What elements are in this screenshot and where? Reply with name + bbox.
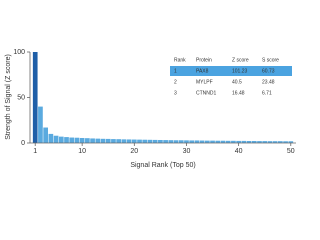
bar (69, 137, 75, 143)
bar (43, 127, 48, 143)
bar (90, 138, 95, 143)
chart: Strength of Signal (Z score) Signal Rank… (5, 49, 296, 169)
bar (121, 139, 127, 143)
table-header: S score (262, 57, 279, 63)
x-tick-label: 20 (130, 148, 138, 155)
y-tick-label: 50 (17, 94, 25, 101)
x-tick-label: 50 (287, 148, 295, 155)
bar (168, 140, 174, 143)
bar (257, 141, 262, 143)
bar (204, 140, 210, 143)
bar (194, 140, 200, 143)
bar (126, 139, 132, 143)
y-tick-label: 100 (13, 49, 25, 56)
table: Rank Protein Z score S score 1 PAX8 101.23 60.7… (170, 52, 292, 99)
bar (246, 140, 252, 143)
bar (267, 141, 273, 143)
bar (131, 139, 137, 143)
bar (225, 140, 231, 143)
table-cell: 6.71 (262, 90, 272, 96)
bar (178, 140, 184, 143)
table-header: Z score (232, 57, 249, 63)
bar (236, 140, 241, 143)
bar (100, 138, 106, 143)
table-cell: 101.23 (232, 68, 248, 74)
bar (74, 137, 80, 143)
bar (137, 139, 142, 143)
bar (163, 140, 168, 143)
bar (278, 141, 283, 143)
bar (283, 141, 288, 143)
bar (32, 52, 38, 143)
bar (142, 139, 148, 143)
bar (158, 139, 163, 143)
bar (262, 141, 268, 143)
bar (189, 140, 195, 143)
table-cell: PAX8 (196, 68, 209, 74)
table-cell: 3 (174, 90, 177, 96)
bar (241, 140, 247, 143)
y-axis-label: Strength of Signal (Z score) (5, 54, 12, 140)
bar (64, 137, 69, 143)
bar (53, 135, 59, 143)
table-cell: CTNND1 (196, 90, 216, 96)
bar (38, 106, 43, 143)
bar (215, 140, 221, 143)
bar (231, 140, 236, 143)
bar (173, 140, 179, 143)
x-tick-label: 40 (235, 148, 243, 155)
bar (85, 138, 90, 143)
table-header: Protein (196, 57, 212, 63)
bar (95, 138, 101, 143)
bar (251, 140, 257, 143)
bar (58, 136, 64, 143)
highlight-row (170, 66, 292, 76)
bar (220, 140, 226, 143)
table-cell: 16.48 (232, 90, 245, 96)
x-tick-label: 10 (78, 148, 86, 155)
table-cell: 2 (174, 79, 177, 85)
bar (210, 140, 215, 143)
bar (105, 138, 111, 143)
bar (288, 141, 294, 143)
bar (199, 140, 205, 143)
x-tick-label: 30 (183, 148, 191, 155)
table-cell: 40.5 (232, 79, 242, 85)
x-tick-label: 1 (33, 148, 37, 155)
table-header: Rank (174, 57, 186, 63)
table-cell: 60.73 (262, 68, 275, 74)
bar (184, 140, 189, 143)
x-axis-label: Signal Rank (Top 50) (130, 162, 195, 169)
bar (116, 139, 122, 143)
y-tick-label: 0 (21, 140, 25, 147)
bar (152, 139, 158, 143)
bar (111, 139, 116, 143)
bar (79, 137, 85, 143)
table-cell: 1 (174, 68, 177, 74)
bar (48, 133, 54, 143)
table-cell: 23.48 (262, 79, 275, 85)
bar (272, 141, 278, 143)
table-cell: MYLPF (196, 79, 213, 85)
bar (147, 139, 153, 143)
